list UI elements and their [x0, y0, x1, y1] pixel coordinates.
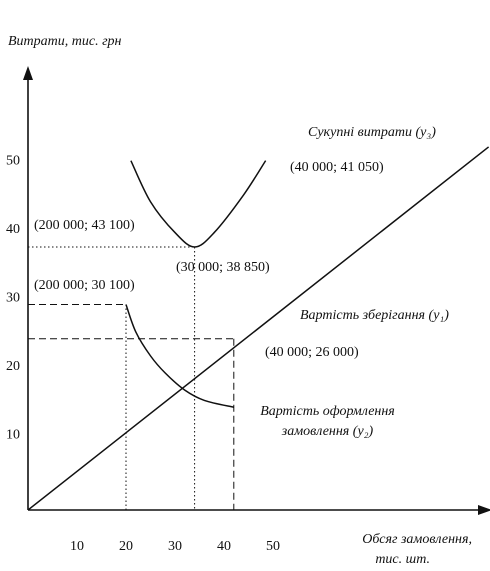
y-tick-label: 50 — [6, 154, 20, 169]
y-tick-label: 30 — [6, 291, 20, 306]
annotation: (200 000; 43 100) — [34, 218, 135, 233]
annotation: (200 000; 30 100) — [34, 278, 135, 293]
x-axis-label: тис. шт. — [375, 552, 430, 567]
series-line — [27, 146, 490, 511]
series-line — [125, 304, 234, 408]
series-label: Вартість зберігання (y₁) — [300, 308, 449, 323]
annotation: (40 000; 26 000) — [265, 345, 359, 360]
x-tick-label: 50 — [266, 539, 280, 554]
x-tick-label: 30 — [168, 539, 182, 554]
y-tick-label: 20 — [6, 359, 20, 374]
annotation: (40 000; 41 050) — [290, 160, 384, 175]
y-axis-label: Витрати, тис. грн — [8, 34, 122, 49]
x-axis-arrow — [478, 505, 490, 515]
annotation: (30 000; 38 850) — [176, 260, 270, 275]
x-tick-label: 40 — [217, 539, 231, 554]
y-tick-label: 40 — [6, 222, 20, 237]
x-tick-label: 10 — [70, 539, 84, 554]
series-label: Сукупні витрати (y₃) — [308, 125, 436, 140]
x-axis-label: Обсяг замовлення, — [362, 532, 472, 547]
series-label: Вартість оформлення замовлення (y₂) — [260, 404, 395, 439]
x-tick-label: 20 — [119, 539, 133, 554]
series-line — [130, 160, 267, 248]
y-tick-label: 10 — [6, 428, 20, 443]
